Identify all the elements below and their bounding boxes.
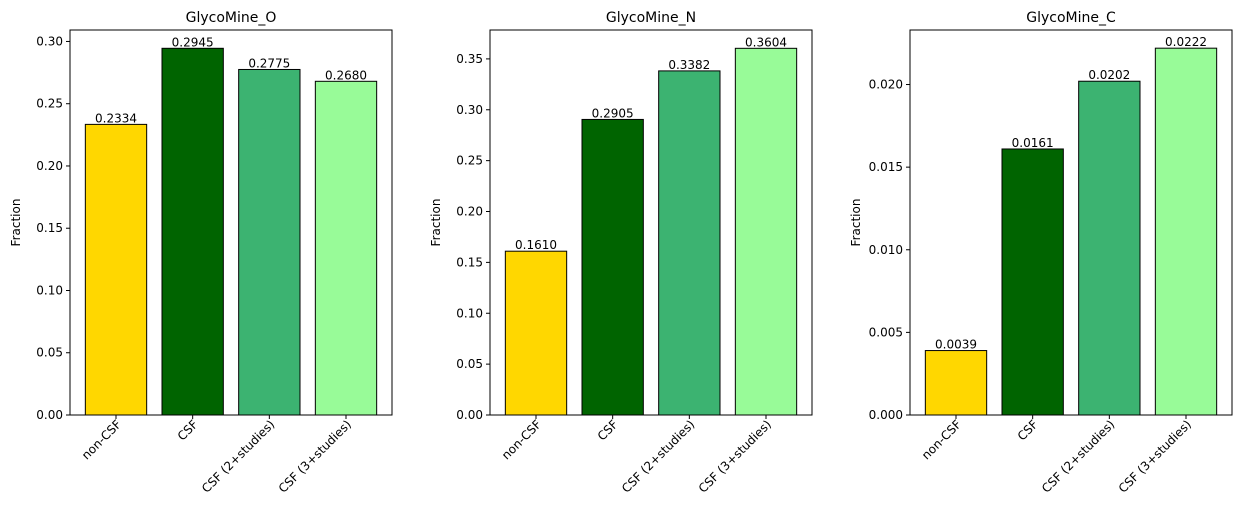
y-tick-label: 0.000	[869, 408, 903, 422]
data-label: 0.2334	[95, 111, 137, 125]
data-label: 0.0161	[1012, 136, 1054, 150]
data-label: 0.3382	[668, 58, 710, 72]
bar-csf-2-studies	[238, 68, 301, 416]
x-tick-label: CSF (3+studies)	[696, 417, 774, 495]
bar-non-csf	[504, 250, 568, 416]
y-axis-label: Fraction	[9, 199, 23, 247]
y-tick-label: 0.020	[869, 78, 903, 92]
y-axis-label: Fraction	[849, 199, 863, 247]
bar-csf	[161, 47, 224, 416]
y-axis-label: Fraction	[429, 199, 443, 247]
y-tick-label: 0.00	[36, 408, 63, 422]
bar-csf-3-studies	[1154, 47, 1218, 416]
data-label: 0.2775	[248, 56, 290, 70]
bar-csf	[581, 118, 644, 416]
data-label: 0.3604	[745, 35, 787, 49]
x-tick-label: non-CSF	[919, 417, 964, 462]
data-label: 0.1610	[515, 238, 557, 252]
axes-frame	[69, 29, 393, 416]
x-tick-label: CSF (2+studies)	[619, 417, 697, 495]
bar-csf-2-studies	[1078, 80, 1141, 416]
x-tick-label: non-CSF	[79, 417, 124, 462]
chart-title: GlycoMine_C	[1026, 10, 1116, 26]
axes-frame	[489, 29, 813, 416]
bar-non-csf	[924, 350, 988, 416]
x-tick-label: CSF	[1015, 417, 1041, 443]
y-tick-label: 0.20	[36, 159, 63, 173]
x-tick-label: CSF	[595, 417, 621, 443]
y-tick-label: 0.30	[456, 103, 483, 117]
chart-title: GlycoMine_N	[606, 10, 696, 26]
y-tick-label: 0.05	[456, 357, 483, 371]
y-tick-label: 0.30	[36, 34, 63, 48]
y-tick-label: 0.10	[36, 283, 63, 297]
chart-panel-1: 0.2334 0.2945 0.2775 0.2680 0.00 0.05 0.10 0.15…	[9, 10, 393, 496]
data-label: 0.0039	[935, 338, 977, 352]
y-tick-label: 0.05	[36, 346, 63, 360]
x-tick-label: CSF (2+studies)	[199, 417, 277, 495]
chart-panel-2: 0.1610 0.2905 0.3382 0.3604 0.00 0.05 0.10 0.15…	[429, 10, 813, 496]
y-tick-label: 0.15	[36, 221, 63, 235]
chart-title: GlycoMine_O	[186, 10, 277, 26]
bar-csf-3-studies	[314, 80, 378, 416]
x-tick-label: CSF (2+studies)	[1039, 417, 1117, 495]
y-tick-label: 0.25	[456, 154, 483, 168]
y-tick-label: 0.25	[36, 97, 63, 111]
x-tick-label: CSF	[175, 417, 201, 443]
y-tick-label: 0.005	[869, 325, 903, 339]
data-label: 0.2905	[592, 106, 634, 120]
x-tick-label: CSF (3+studies)	[1116, 417, 1194, 495]
data-label: 0.0222	[1165, 35, 1207, 49]
bar-non-csf	[84, 123, 148, 416]
y-tick-label: 0.35	[456, 52, 483, 66]
y-tick-label: 0.010	[869, 243, 903, 257]
data-label: 0.2945	[172, 35, 214, 49]
axes-frame	[909, 29, 1233, 416]
data-label: 0.0202	[1088, 68, 1130, 82]
y-tick-label: 0.00	[456, 408, 483, 422]
chart-panel-3: 0.0039 0.0161 0.0202 0.0222 0.000 0.005 0.010 0…	[849, 10, 1233, 496]
bar-csf-2-studies	[658, 70, 721, 416]
y-tick-label: 0.10	[456, 306, 483, 320]
x-tick-label: non-CSF	[499, 417, 544, 462]
bar-csf-3-studies	[734, 47, 798, 416]
bar-csf	[1001, 148, 1064, 416]
x-tick-label: CSF (3+studies)	[276, 417, 354, 495]
y-tick-label: 0.20	[456, 205, 483, 219]
y-tick-label: 0.015	[869, 160, 903, 174]
y-tick-label: 0.15	[456, 255, 483, 269]
data-label: 0.2680	[325, 68, 367, 82]
